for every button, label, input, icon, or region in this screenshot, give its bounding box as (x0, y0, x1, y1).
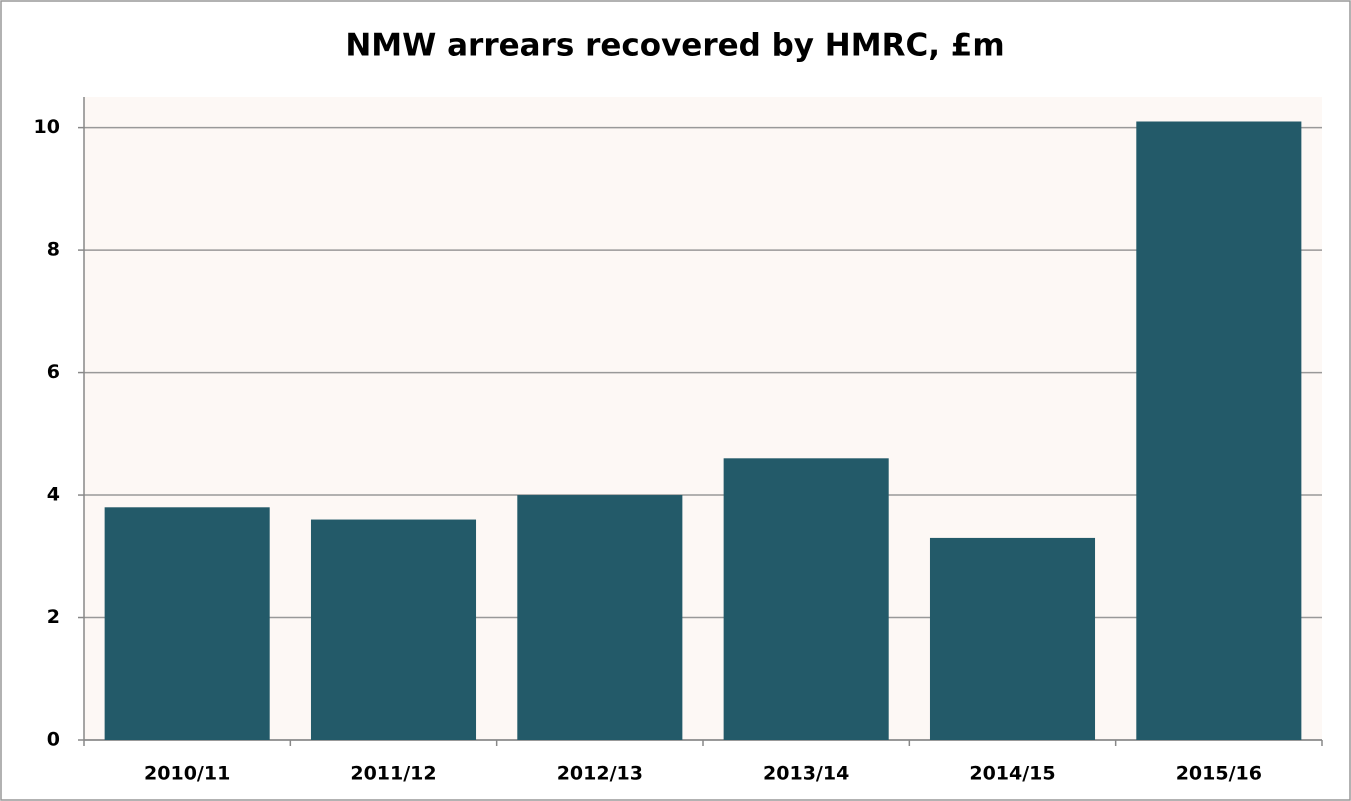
x-tick-label: 2013/14 (763, 763, 849, 785)
y-tick-label: 6 (47, 361, 60, 383)
x-tick-label: 2014/15 (969, 763, 1055, 785)
bar (517, 495, 683, 740)
plot-area (84, 97, 1322, 740)
bar (1136, 121, 1302, 740)
x-tick-label: 2010/11 (144, 763, 230, 785)
chart-title: NMW arrears recovered by HMRC, £m (345, 28, 1004, 64)
bar (310, 519, 477, 740)
y-tick-label: 0 (47, 729, 60, 751)
y-tick-label: 8 (47, 239, 60, 261)
x-tick-label: 2012/13 (557, 763, 643, 785)
y-tick-label: 2 (47, 606, 60, 628)
bar (723, 458, 889, 740)
bar (929, 537, 1096, 740)
y-tick-label: 4 (47, 484, 60, 506)
x-tick-label: 2011/12 (350, 763, 436, 785)
x-tick-label: 2015/16 (1176, 763, 1262, 785)
bar (104, 507, 270, 740)
y-tick-label: 10 (34, 116, 60, 138)
